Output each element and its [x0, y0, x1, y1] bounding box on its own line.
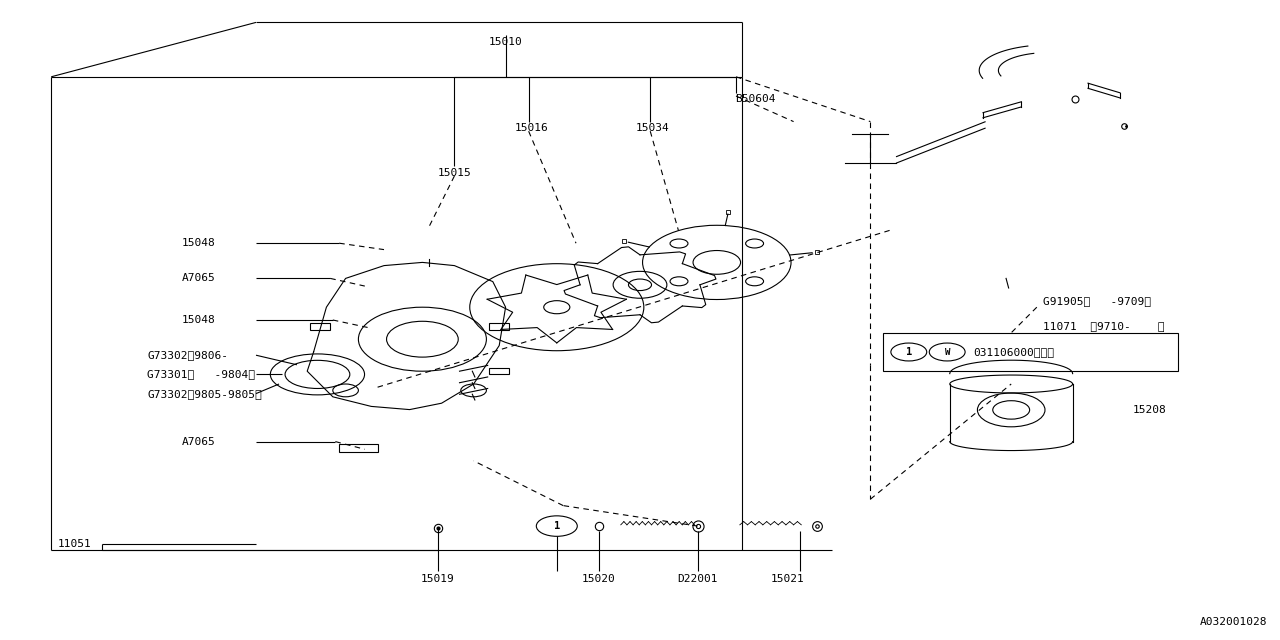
Text: 15021: 15021	[771, 574, 804, 584]
Text: A7065: A7065	[182, 436, 215, 447]
Text: 15016: 15016	[515, 123, 548, 133]
Text: G73301（   -9804）: G73301（ -9804）	[147, 369, 255, 380]
Bar	[883, 333, 1178, 371]
Text: G73302（9806-: G73302（9806-	[147, 350, 228, 360]
Text: 031106000（＊）: 031106000（＊）	[973, 347, 1053, 357]
Text: 15048: 15048	[182, 315, 215, 325]
Text: A7065: A7065	[182, 273, 215, 284]
Text: 15048: 15048	[182, 238, 215, 248]
Text: D22001: D22001	[677, 574, 718, 584]
Text: B50604: B50604	[735, 94, 776, 104]
Text: 11051: 11051	[58, 539, 91, 549]
Text: A032001028: A032001028	[1199, 617, 1267, 627]
Text: G91905（   -9709）: G91905（ -9709）	[1043, 296, 1151, 306]
Bar	[489, 323, 509, 330]
Text: W: W	[945, 348, 950, 356]
Text: 15020: 15020	[582, 574, 616, 584]
Text: 15015: 15015	[438, 168, 471, 178]
Text: 15208: 15208	[1133, 404, 1166, 415]
Text: 1: 1	[906, 347, 911, 357]
Text: 15034: 15034	[636, 123, 669, 133]
Text: 1: 1	[554, 521, 559, 531]
Bar	[489, 368, 509, 374]
Text: G73302（9805-9805）: G73302（9805-9805）	[147, 388, 262, 399]
Bar	[339, 444, 378, 452]
Text: 15019: 15019	[421, 574, 454, 584]
Text: 15010: 15010	[489, 36, 522, 47]
Text: 11071  （9710-    ）: 11071 （9710- ）	[1043, 321, 1165, 332]
Bar	[310, 323, 330, 330]
